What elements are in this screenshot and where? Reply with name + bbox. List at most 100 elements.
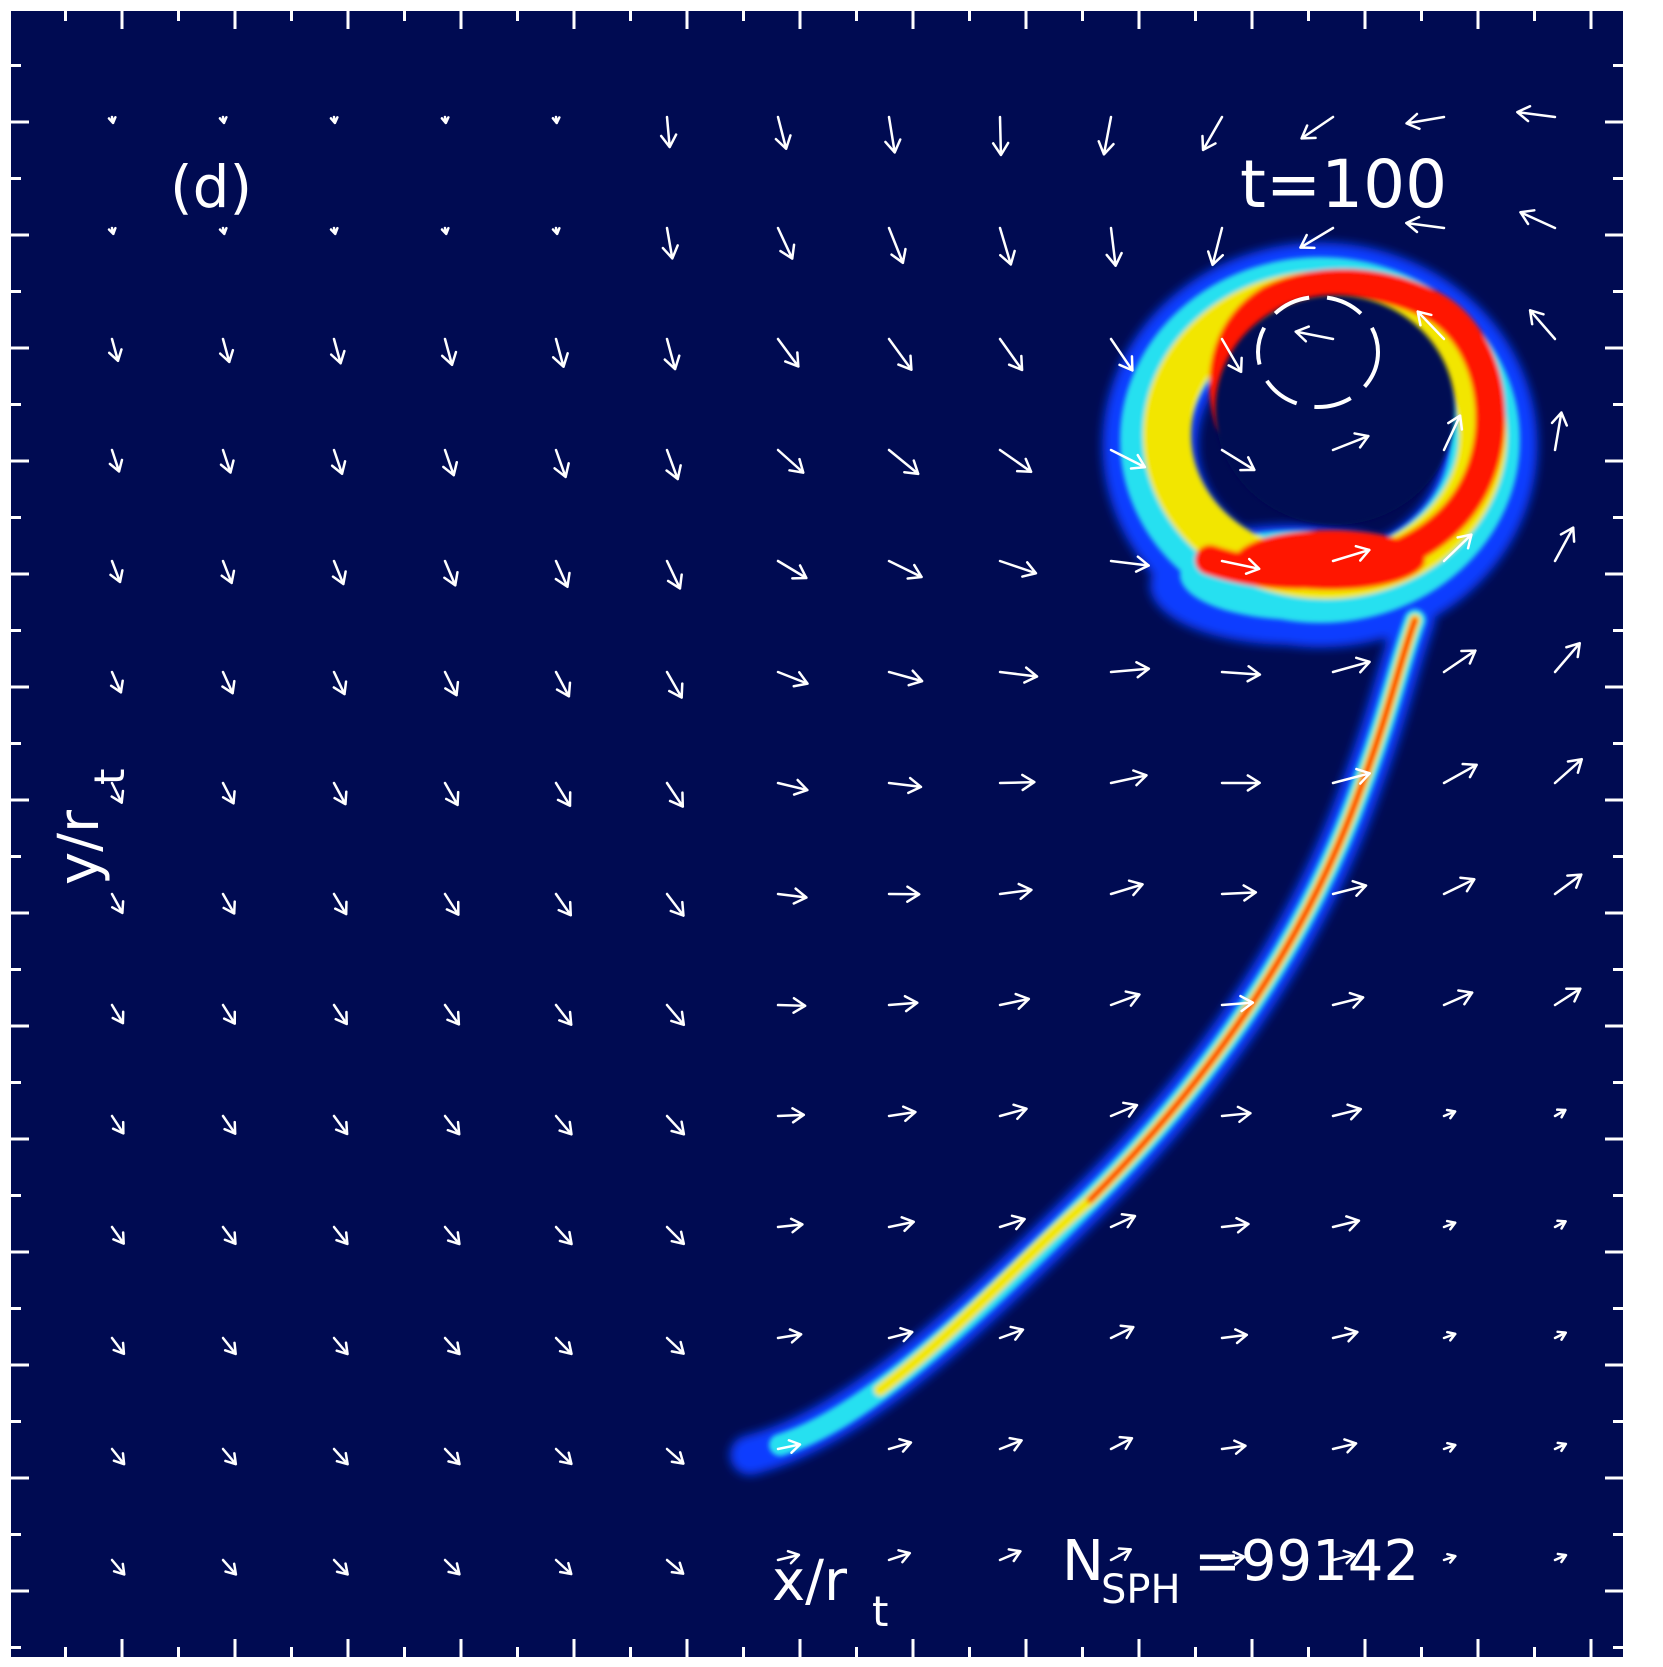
velocity-arrow	[443, 1003, 461, 1026]
velocity-arrow	[1553, 1441, 1568, 1453]
velocity-arrow	[1528, 309, 1557, 341]
velocity-arrow	[1405, 112, 1446, 131]
velocity-arrow	[554, 559, 571, 589]
velocity-arrow	[1331, 656, 1371, 674]
velocity-arrow	[887, 226, 907, 265]
velocity-arrow	[1405, 215, 1446, 234]
velocity-arrow	[1553, 873, 1583, 896]
velocity-arrow	[776, 1439, 802, 1454]
velocity-arrow	[551, 115, 561, 125]
velocity-arrow	[887, 1216, 915, 1233]
velocity-field	[107, 104, 1583, 1576]
velocity-arrow	[221, 1003, 237, 1025]
velocity-arrow	[1331, 1215, 1361, 1232]
velocity-arrow	[887, 559, 923, 580]
velocity-arrow	[1553, 757, 1583, 785]
velocity-arrow	[329, 115, 339, 125]
velocity-arrow	[110, 892, 125, 915]
velocity-arrow	[776, 1107, 806, 1124]
y-axis-label: y/r t	[47, 769, 134, 885]
velocity-arrow	[998, 559, 1038, 578]
velocity-arrow	[1442, 1552, 1457, 1564]
velocity-arrow	[1109, 661, 1151, 679]
velocity-arrow	[553, 448, 570, 479]
velocity-arrow	[998, 882, 1033, 901]
velocity-arrow	[554, 670, 572, 698]
velocity-arrow	[110, 781, 125, 804]
velocity-arrow	[218, 115, 228, 125]
velocity-arrow	[665, 1114, 686, 1136]
velocity-arrow	[443, 1114, 461, 1136]
velocity-arrow	[1300, 115, 1335, 140]
velocity-arrow	[554, 1114, 573, 1136]
velocity-arrow	[665, 448, 682, 481]
velocity-arrow	[1097, 115, 1115, 156]
y-axis-label-sub: t	[85, 769, 134, 785]
velocity-arrow	[554, 781, 572, 808]
velocity-arrow	[1519, 209, 1557, 230]
velocity-arrow	[1220, 1550, 1246, 1566]
velocity-arrow	[110, 1225, 125, 1245]
velocity-arrow	[1331, 879, 1368, 897]
velocity-arrow	[443, 781, 460, 807]
velocity-arrow	[1331, 544, 1371, 563]
velocity-arrow	[887, 669, 924, 687]
velocity-arrow	[998, 1548, 1022, 1563]
velocity-arrow	[551, 337, 569, 368]
velocity-arrow	[329, 337, 346, 365]
velocity-arrow	[998, 448, 1033, 474]
velocity-arrow	[998, 337, 1024, 372]
velocity-arrow	[1109, 448, 1147, 470]
velocity-arrow	[665, 1558, 685, 1575]
velocity-arrow	[1331, 432, 1370, 452]
plot-frame	[7, 7, 1627, 1661]
velocity-arrow	[443, 559, 459, 587]
velocity-arrow	[221, 670, 236, 695]
velocity-arrow	[774, 115, 792, 150]
velocity-arrow	[1442, 414, 1464, 452]
velocity-arrow	[1109, 1547, 1133, 1562]
velocity-arrow	[332, 1114, 349, 1136]
velocity-arrow	[219, 448, 235, 474]
velocity-arrow	[776, 670, 809, 688]
velocity-arrow	[1109, 1212, 1137, 1229]
velocity-arrow	[1220, 774, 1261, 792]
velocity-arrow	[1553, 641, 1582, 674]
velocity-arrow	[1442, 1219, 1457, 1231]
velocity-arrow	[998, 226, 1016, 266]
velocity-arrow	[443, 1447, 461, 1466]
velocity-arrow	[1220, 1105, 1252, 1124]
velocity-arrow	[998, 1436, 1023, 1452]
velocity-arrow	[776, 448, 805, 474]
velocity-arrow	[221, 892, 236, 915]
velocity-arrow	[1331, 991, 1365, 1009]
x-axis-label-main: x/r	[772, 1549, 848, 1614]
velocity-arrow	[218, 226, 228, 236]
velocity-arrow	[1220, 884, 1258, 902]
velocity-arrow	[1331, 1103, 1363, 1121]
velocity-arrow	[442, 448, 459, 477]
velocity-arrow	[221, 1114, 237, 1135]
velocity-arrow	[1105, 226, 1123, 267]
velocity-arrow	[218, 337, 235, 364]
velocity-arrow	[1442, 649, 1477, 674]
velocity-arrow	[110, 1336, 126, 1356]
velocity-arrow	[1299, 226, 1335, 250]
velocity-arrow	[887, 1437, 913, 1453]
velocity-arrow	[1109, 337, 1134, 372]
velocity-arrow	[332, 1336, 349, 1356]
velocity-arrow	[998, 773, 1036, 792]
velocity-arrow	[443, 1558, 461, 1576]
velocity-arrow	[887, 1326, 914, 1343]
velocity-arrow	[1109, 879, 1144, 897]
velocity-arrow	[776, 778, 809, 796]
velocity-arrow	[776, 887, 808, 905]
velocity-arrow	[776, 1217, 804, 1234]
velocity-arrow	[1220, 994, 1255, 1013]
velocity-arrow	[1220, 1439, 1247, 1455]
velocity-arrow	[1201, 115, 1224, 152]
velocity-arrow	[443, 892, 460, 916]
velocity-arrow	[1331, 767, 1371, 785]
velocity-arrow	[109, 670, 124, 694]
velocity-arrow	[665, 1447, 685, 1465]
